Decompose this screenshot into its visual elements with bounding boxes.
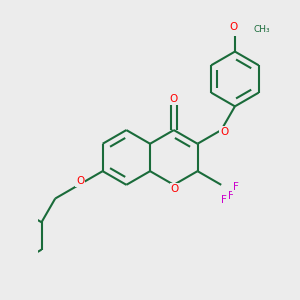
Text: F: F — [233, 182, 239, 193]
Text: O: O — [76, 176, 84, 186]
Text: O: O — [170, 184, 178, 194]
Text: CH₃: CH₃ — [254, 25, 271, 34]
Text: O: O — [229, 22, 237, 32]
Text: O: O — [220, 127, 228, 137]
Text: F: F — [221, 195, 227, 205]
Text: O: O — [170, 94, 178, 104]
Text: F: F — [228, 191, 234, 201]
